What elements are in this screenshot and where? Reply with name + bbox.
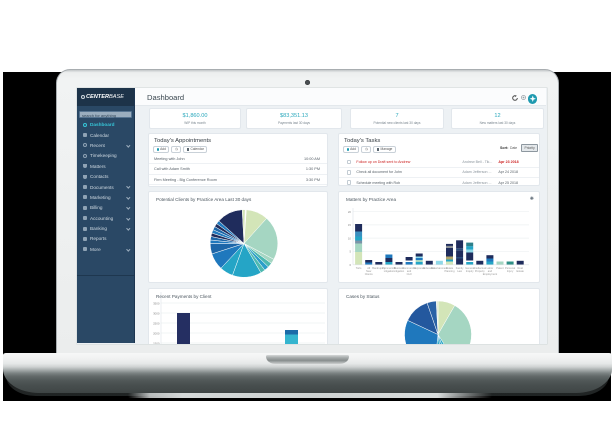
svg-text:Planning: Planning bbox=[444, 269, 455, 273]
svg-text:Entertainment: Entertainment bbox=[431, 266, 447, 270]
svg-text:Business: Business bbox=[394, 266, 405, 270]
svg-text:Litigation: Litigation bbox=[384, 269, 395, 273]
svg-text:Clients: Clients bbox=[365, 272, 374, 276]
svg-text:Inquiry: Inquiry bbox=[466, 269, 474, 273]
svg-text:Law: Law bbox=[457, 269, 462, 273]
svg-text:Intellectual: Intellectual bbox=[474, 266, 487, 270]
svg-text:Torts: Torts bbox=[356, 266, 362, 270]
svg-text:Employment: Employment bbox=[483, 272, 498, 276]
svg-text:Real: Real bbox=[518, 266, 524, 270]
svg-text:3000: 3000 bbox=[153, 311, 160, 315]
svg-text:2500: 2500 bbox=[153, 321, 160, 325]
svg-text:and: and bbox=[488, 269, 493, 273]
svg-text:0: 0 bbox=[349, 263, 351, 267]
svg-text:15: 15 bbox=[348, 223, 352, 227]
svg-text:Estate: Estate bbox=[446, 266, 454, 270]
svg-text:5: 5 bbox=[349, 250, 351, 254]
svg-text:New: New bbox=[366, 269, 371, 273]
svg-text:Litigation: Litigation bbox=[394, 269, 405, 273]
svg-text:Estate: Estate bbox=[517, 269, 525, 273]
svg-text:Civil: Civil bbox=[407, 272, 412, 276]
svg-text:1500: 1500 bbox=[153, 341, 160, 343]
svg-text:Injury: Injury bbox=[507, 269, 514, 273]
svg-text:Commercial: Commercial bbox=[402, 266, 416, 270]
svg-text:Labor: Labor bbox=[487, 266, 494, 270]
svg-text:All: All bbox=[367, 266, 370, 270]
svg-text:Personal: Personal bbox=[505, 266, 516, 270]
svg-text:3500: 3500 bbox=[153, 301, 160, 305]
svg-text:Property: Property bbox=[475, 269, 486, 273]
svg-text:2000: 2000 bbox=[153, 331, 160, 335]
svg-text:20: 20 bbox=[348, 210, 352, 214]
svg-text:Commercial: Commercial bbox=[382, 266, 396, 270]
svg-text:Corporate: Corporate bbox=[413, 266, 425, 270]
svg-text:Bankruptcy: Bankruptcy bbox=[372, 266, 386, 270]
svg-text:Patent: Patent bbox=[496, 266, 504, 270]
svg-text:and: and bbox=[407, 269, 412, 273]
svg-text:Family: Family bbox=[456, 266, 464, 270]
svg-text:General: General bbox=[465, 266, 475, 270]
svg-text:10: 10 bbox=[348, 236, 352, 240]
svg-text:Education: Education bbox=[424, 266, 436, 270]
